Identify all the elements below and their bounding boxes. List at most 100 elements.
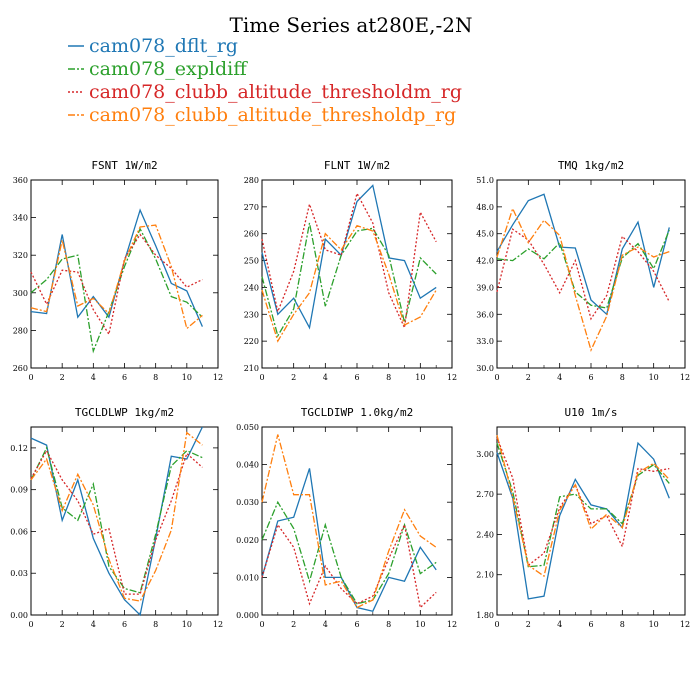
x-tick-label: 6: [354, 373, 359, 382]
x-tick-label: 10: [415, 620, 425, 629]
chart-title: Time Series at280E,-2N: [230, 13, 473, 37]
x-tick-label: 2: [60, 620, 65, 629]
x-tick-label: 8: [386, 373, 391, 382]
y-tick-label: 0.09: [10, 486, 28, 495]
y-tick-label: 210: [244, 364, 259, 373]
x-tick-label: 6: [588, 620, 593, 629]
y-tick-label: 250: [244, 257, 259, 266]
y-tick-label: 260: [244, 230, 259, 239]
y-tick-label: 45.0: [476, 230, 494, 239]
panel-title: TGCLDIWP 1.0kg/m2: [301, 406, 414, 419]
y-tick-label: 220: [244, 337, 259, 346]
y-tick-label: 0.030: [236, 498, 259, 507]
series-line: [496, 206, 670, 352]
series-line: [30, 446, 203, 594]
x-tick-label: 2: [291, 620, 296, 629]
plot-frame: [261, 426, 453, 616]
series-line: [261, 224, 437, 343]
panel-title: FLNT 1W/m2: [324, 159, 390, 172]
y-tick-label: 230: [244, 310, 259, 319]
plot-frame: [496, 426, 686, 616]
y-tick-label: 39.0: [476, 283, 494, 292]
y-tick-label: 0.040: [236, 461, 259, 470]
x-tick-label: 4: [557, 620, 562, 629]
series-line: [30, 224, 203, 330]
legend-label: cam078_clubb_altitude_thresholdm_rg: [89, 81, 462, 103]
y-tick-label: 280: [244, 176, 259, 185]
series-line: [496, 434, 670, 578]
y-tick-label: 0.03: [10, 569, 28, 578]
x-tick-label: 8: [620, 373, 625, 382]
series-line: [30, 426, 203, 617]
legend: cam078_dflt_rg cam078_expldiff cam078_cl…: [68, 35, 462, 126]
x-tick-label: 6: [354, 620, 359, 629]
legend-label: cam078_expldiff: [89, 58, 248, 80]
series-line: [261, 434, 437, 609]
y-tick-label: 2.40: [476, 530, 494, 539]
series-line: [30, 227, 203, 354]
legend-label: cam078_dflt_rg: [89, 35, 238, 57]
series-line: [30, 449, 203, 595]
legend-entry: cam078_clubb_altitude_thresholdp_rg: [68, 104, 456, 126]
x-tick-label: 4: [91, 620, 96, 629]
y-tick-label: 280: [13, 326, 28, 335]
y-tick-label: 0.06: [10, 527, 28, 536]
y-tick-label: 0.000: [236, 611, 259, 620]
panel-title: TGCLDLWP 1kg/m2: [75, 406, 174, 419]
panels: FSNT 1W/m20 2 4 6 8 10 12260280300320340360FLN…: [10, 159, 690, 629]
x-tick-label: 10: [649, 620, 659, 629]
y-tick-label: 340: [13, 214, 28, 223]
x-tick-label: 2: [60, 373, 65, 382]
x-tick-label: 10: [182, 373, 192, 382]
plot-frame: [30, 426, 219, 616]
series-line: [30, 233, 203, 336]
y-tick-label: 0.12: [10, 444, 28, 453]
x-tick-label: 12: [447, 373, 457, 382]
y-tick-label: 320: [13, 251, 28, 260]
x-tick-label: 0: [494, 620, 499, 629]
y-tick-label: 42.0: [476, 257, 494, 266]
legend-label: cam078_clubb_altitude_thresholdp_rg: [89, 104, 456, 126]
plot-frame: [30, 179, 219, 369]
x-tick-label: 8: [386, 620, 391, 629]
y-tick-label: 260: [13, 364, 28, 373]
x-tick-label: 12: [680, 373, 690, 382]
y-tick-label: 30.0: [476, 364, 494, 373]
x-tick-label: 4: [323, 373, 328, 382]
chart-panel: TMQ 1kg/m2 0 2 4 6 8 10 12 30.0 33.0 36.0 39.0 42.0 4…: [476, 159, 690, 382]
panel-title: TMQ 1kg/m2: [558, 159, 624, 172]
series-line: [261, 468, 437, 612]
y-tick-label: 48.0: [476, 203, 494, 212]
x-tick-label: 6: [122, 373, 127, 382]
x-tick-label: 0: [494, 373, 499, 382]
x-tick-label: 0: [28, 620, 33, 629]
legend-entry: cam078_clubb_altitude_thresholdm_rg: [68, 81, 462, 103]
x-tick-label: 8: [153, 373, 158, 382]
y-tick-label: 0.020: [236, 536, 259, 545]
x-tick-label: 0: [28, 373, 33, 382]
x-tick-label: 10: [182, 620, 192, 629]
series-line: [261, 184, 437, 330]
y-tick-label: 360: [13, 176, 28, 185]
panel-title: FSNT 1W/m2: [91, 159, 157, 172]
x-tick-label: 10: [415, 373, 425, 382]
x-tick-label: 12: [213, 620, 223, 629]
x-tick-label: 6: [588, 373, 593, 382]
series-line: [496, 437, 670, 567]
y-tick-label: 33.0: [476, 337, 494, 346]
y-tick-label: 270: [244, 203, 259, 212]
y-tick-label: 3.00: [476, 450, 494, 459]
series-line: [496, 229, 670, 309]
series-line: [261, 522, 437, 609]
y-tick-label: 0.010: [236, 573, 259, 582]
legend-entry: cam078_dflt_rg: [68, 35, 238, 57]
y-tick-label: 0.00: [10, 611, 28, 620]
chart-panel: TGCLDIWP 1.0kg/m2 0 2 4 6 8 10 12 0.000 0.010 0.02…: [236, 406, 457, 629]
series-line: [30, 208, 203, 327]
x-tick-label: 4: [557, 373, 562, 382]
series-line: [496, 441, 670, 600]
chart-panel: FSNT 1W/m2 0 2 4 6 8 10 12 260 280 300 320 340 360: [13, 159, 223, 382]
y-tick-label: 36.0: [476, 310, 494, 319]
chart-panel: U10 1m/s 0 2 4 6 8 10 12 1.80 2.10 2.40 2.70 3.00: [476, 406, 690, 629]
y-tick-label: 2.70: [476, 490, 494, 499]
